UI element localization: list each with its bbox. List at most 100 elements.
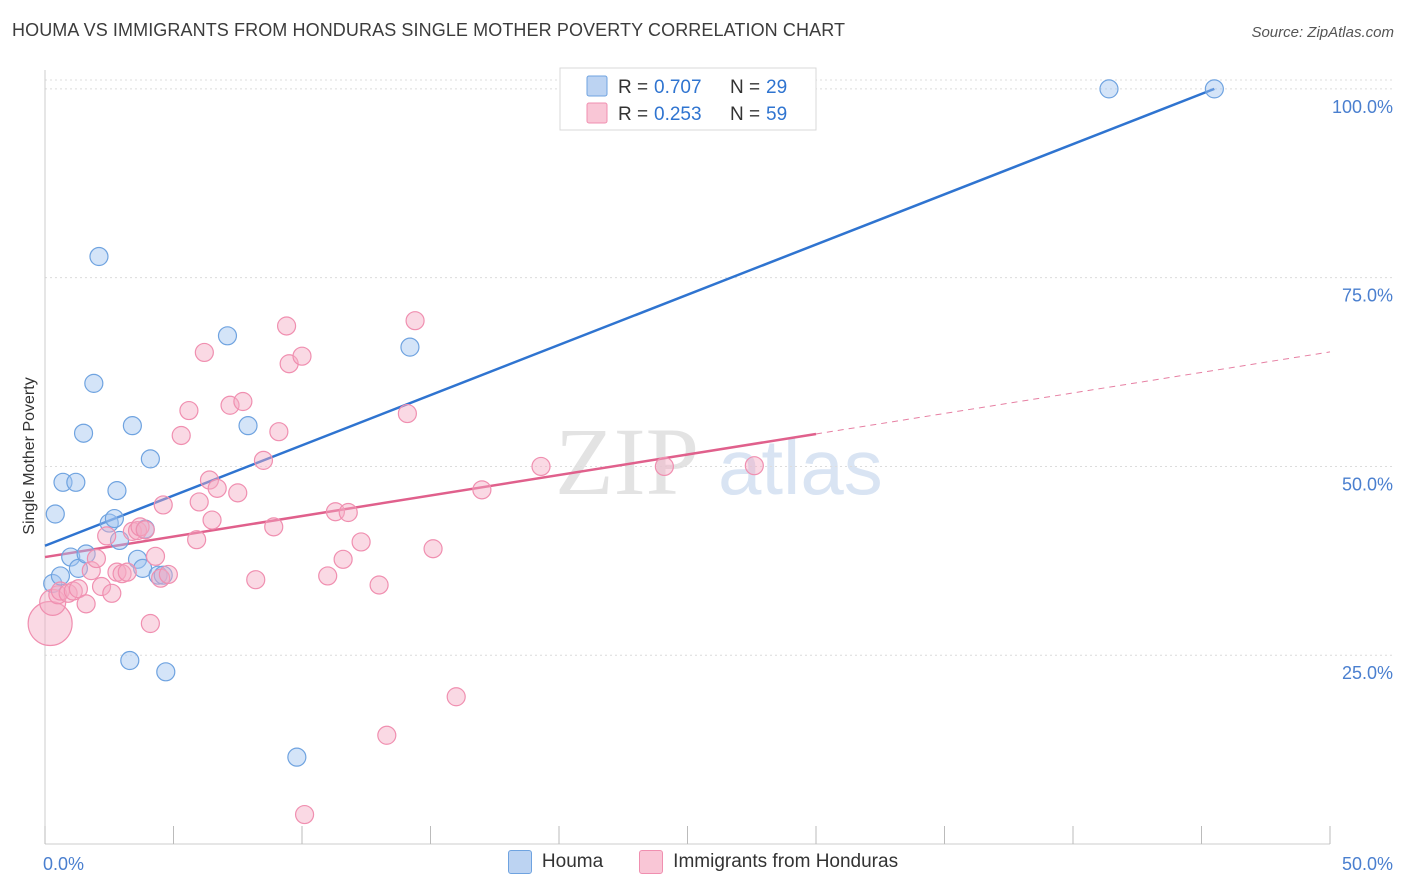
legend-r-label-houma: R =	[618, 77, 648, 98]
point-houma	[400, 337, 420, 357]
x-tick-label-max: 50.0%	[1342, 854, 1393, 874]
chart-title: HOUMA VS IMMIGRANTS FROM HONDURAS SINGLE…	[12, 20, 846, 40]
trend-lines	[44, 87, 1331, 559]
legend-r-value-houma: 0.707	[654, 77, 702, 98]
point-honduras	[276, 316, 297, 336]
source-label: Source: ZipAtlas.com	[1251, 24, 1394, 41]
point-honduras	[531, 456, 551, 477]
point-houma	[120, 650, 140, 671]
y-tick-label: 25.0%	[1342, 663, 1393, 683]
point-houma	[73, 423, 94, 443]
point-honduras	[135, 520, 155, 540]
point-honduras	[68, 579, 89, 599]
point-honduras	[140, 613, 160, 634]
x-tick-label-min: 0.0%	[43, 854, 84, 874]
point-honduras	[294, 804, 315, 825]
point-honduras	[81, 561, 101, 581]
point-honduras	[202, 510, 222, 530]
point-honduras	[76, 594, 96, 614]
gridlines	[45, 79, 1392, 656]
point-honduras	[187, 530, 207, 550]
point-houma	[89, 246, 109, 267]
point-houma	[1204, 79, 1224, 99]
data-points	[27, 79, 1224, 825]
point-honduras	[220, 395, 240, 415]
legend-label-houma: Houma	[541, 851, 604, 872]
point-honduras	[246, 570, 266, 590]
point-honduras	[264, 517, 284, 537]
point-houma	[122, 416, 142, 436]
point-houma	[66, 472, 86, 492]
point-houma	[107, 481, 127, 501]
legend-item-houma[interactable]: Houma	[507, 850, 604, 874]
point-honduras	[91, 576, 112, 597]
point-houma	[45, 504, 65, 524]
y-tick-label: 100.0%	[1332, 97, 1393, 117]
point-honduras	[269, 422, 289, 442]
legend-n-value-honduras: 59	[766, 104, 787, 125]
point-honduras	[351, 532, 371, 552]
point-honduras	[171, 425, 191, 446]
point-honduras	[233, 391, 253, 412]
point-honduras	[102, 583, 122, 603]
point-houma	[84, 373, 104, 393]
point-houma	[140, 449, 160, 469]
point-houma	[61, 547, 81, 567]
legend-n-label-houma: N =	[730, 77, 760, 98]
trend-line-honduras	[44, 432, 817, 559]
point-honduras	[397, 403, 417, 424]
legend-swatch-honduras	[586, 102, 608, 124]
point-honduras	[253, 450, 274, 470]
legend-item-honduras[interactable]: Immigrants from Honduras	[639, 850, 898, 874]
watermark-zip: ZIP	[555, 408, 699, 515]
point-houma	[238, 416, 258, 436]
point-honduras	[194, 342, 214, 363]
point-houma	[153, 565, 173, 585]
point-honduras	[189, 492, 209, 512]
point-houma	[104, 508, 124, 529]
point-honduras	[145, 546, 166, 566]
legend-swatch-houma	[586, 75, 608, 97]
point-honduras	[446, 687, 466, 707]
legend-r-value-honduras: 0.253	[654, 104, 702, 125]
point-honduras	[158, 564, 178, 585]
legend-r-label-honduras: R =	[618, 104, 648, 125]
point-honduras	[338, 502, 358, 523]
point-houma	[1099, 79, 1119, 99]
point-houma	[43, 573, 63, 594]
point-honduras	[369, 575, 389, 595]
axes: 25.0% 50.0% 75.0% 100.0% 0.0% 50.0%	[43, 70, 1393, 874]
point-honduras	[654, 456, 674, 477]
trend-line-honduras-extension	[815, 351, 1331, 435]
point-honduras	[86, 548, 107, 569]
point-honduras	[377, 725, 397, 745]
point-honduras	[292, 346, 312, 366]
point-honduras	[472, 480, 492, 500]
trend-line-houma	[44, 87, 1215, 547]
y-tick-label: 50.0%	[1342, 474, 1393, 494]
point-honduras	[423, 539, 443, 559]
point-houma	[50, 566, 71, 586]
legend-label-honduras: Immigrants from Honduras	[673, 851, 899, 872]
point-honduras	[405, 311, 425, 331]
point-houma	[148, 565, 168, 585]
point-honduras	[207, 478, 227, 498]
legend-n-label-honduras: N =	[730, 104, 760, 125]
bottom-legend: Houma Immigrants from Honduras	[0, 850, 1406, 874]
point-honduras	[318, 566, 338, 586]
y-tick-label: 75.0%	[1342, 286, 1393, 306]
point-honduras	[333, 549, 353, 569]
legend-swatch-houma-bottom	[507, 850, 532, 874]
point-honduras	[117, 562, 137, 582]
point-honduras	[179, 400, 199, 421]
point-honduras	[199, 470, 220, 490]
point-honduras	[744, 456, 764, 476]
point-honduras	[153, 495, 173, 515]
legend-swatch-honduras-bottom	[639, 850, 664, 874]
legend-box: R = 0.707 N = 29 R = 0.253 N = 59	[559, 67, 817, 131]
point-houma	[156, 662, 176, 682]
point-honduras	[97, 526, 117, 546]
point-houma	[217, 326, 238, 346]
point-houma	[287, 747, 307, 767]
